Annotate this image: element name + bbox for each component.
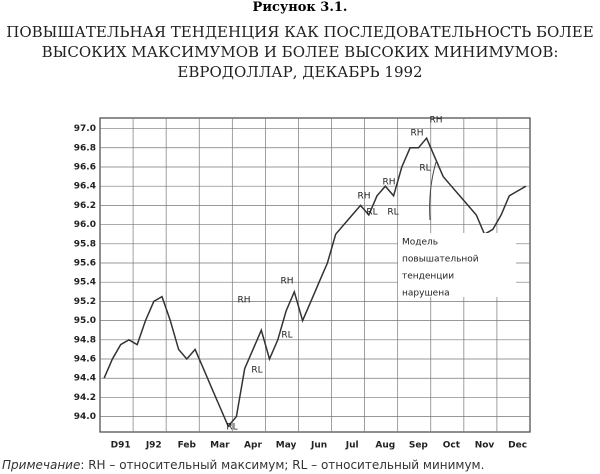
y-tick-label: 94.0 <box>74 412 96 422</box>
price-line <box>103 136 527 428</box>
annotation: RH <box>280 277 293 287</box>
note: Примечание: RH – относительный максимум;… <box>2 458 484 472</box>
annotation: RL <box>366 208 377 218</box>
y-tick-label: 96.2 <box>74 201 96 211</box>
annotation: RL <box>226 423 237 433</box>
x-tick-label: Jul <box>345 441 359 451</box>
annotation: RL <box>281 331 292 341</box>
y-tick-label: 95.6 <box>74 258 96 268</box>
callout-pointer <box>429 161 437 221</box>
annotation: RH <box>237 296 250 306</box>
y-tick-label: 95.4 <box>74 278 96 288</box>
annotation: RL <box>251 366 262 376</box>
x-tick-label: Feb <box>178 441 197 451</box>
note-text: : RH – относительный максимум; RL – отно… <box>80 458 485 472</box>
y-tick-label: 96.4 <box>74 182 96 192</box>
y-tick-label: 94.2 <box>74 393 96 403</box>
annotation: RH <box>429 116 442 126</box>
chart-title: ПОВЫШАТЕЛЬНАЯ ТЕНДЕНЦИЯ КАК ПОСЛЕДОВАТЕЛ… <box>6 23 594 81</box>
x-tick-label: Mar <box>210 441 230 451</box>
y-tick-label: 94.4 <box>74 374 96 384</box>
y-tick-label: 94.6 <box>74 355 96 365</box>
y-tick-label: 95.8 <box>74 239 96 249</box>
y-tick-label: 95.0 <box>74 316 96 326</box>
callout-text: тенденции <box>402 272 454 282</box>
x-tick-label: Aug <box>375 441 395 451</box>
x-tick-label: Sep <box>409 441 429 451</box>
annotation: RH <box>357 192 370 202</box>
x-tick-label: May <box>276 441 297 451</box>
callout-bg <box>398 233 516 297</box>
callout-text: нарушена <box>402 289 450 299</box>
callout-text: повышательной <box>402 255 479 265</box>
y-tick-label: 95.2 <box>74 297 96 307</box>
y-tick-label: 96.6 <box>74 162 96 172</box>
y-tick-label: 96.0 <box>74 220 96 230</box>
y-tick-label: 96.8 <box>74 143 96 153</box>
annotation: RL <box>419 164 430 174</box>
plot-frame <box>99 117 531 433</box>
y-tick-label: 94.8 <box>74 335 96 345</box>
annotation: RH <box>382 178 395 188</box>
x-tick-label: D91 <box>111 441 131 451</box>
annotation: RH <box>410 129 423 139</box>
callout-text: Модель <box>402 238 438 248</box>
note-label: Примечание <box>2 458 81 472</box>
annotation: RL <box>387 208 398 218</box>
x-tick-label: Apr <box>244 441 262 451</box>
figure-label: Рисунок 3.1. <box>252 0 348 15</box>
y-tick-label: 97.0 <box>74 124 96 134</box>
x-tick-label: Nov <box>475 441 495 451</box>
x-tick-label: Oct <box>443 441 461 451</box>
x-tick-label: Jun <box>310 441 327 451</box>
x-tick-label: Dec <box>508 441 527 451</box>
x-tick-label: J92 <box>145 441 162 451</box>
